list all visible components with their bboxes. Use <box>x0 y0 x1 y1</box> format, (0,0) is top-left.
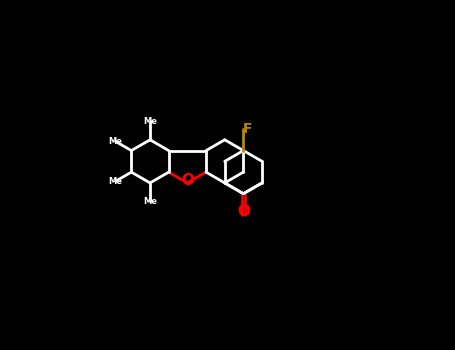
Text: Me: Me <box>143 117 157 126</box>
Text: Me: Me <box>108 177 122 186</box>
Text: Me: Me <box>108 137 122 146</box>
Text: Me: Me <box>143 197 157 206</box>
Text: O: O <box>181 173 194 188</box>
Text: O: O <box>237 204 250 219</box>
Text: F: F <box>243 122 252 136</box>
